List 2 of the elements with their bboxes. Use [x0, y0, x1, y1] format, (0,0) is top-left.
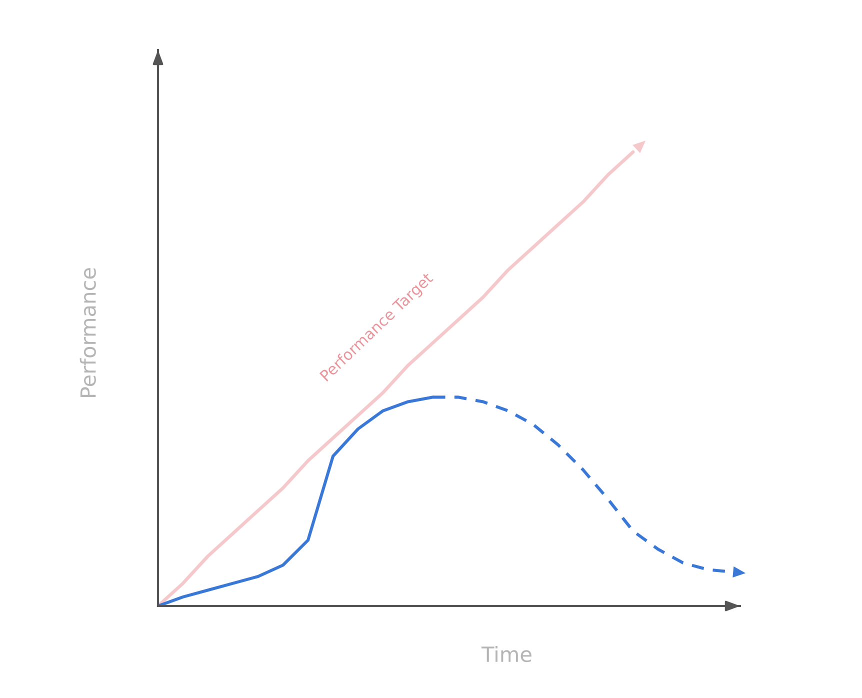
y-axis-title: Performance: [80, 268, 96, 397]
x-axis-title: Time: [481, 646, 532, 662]
